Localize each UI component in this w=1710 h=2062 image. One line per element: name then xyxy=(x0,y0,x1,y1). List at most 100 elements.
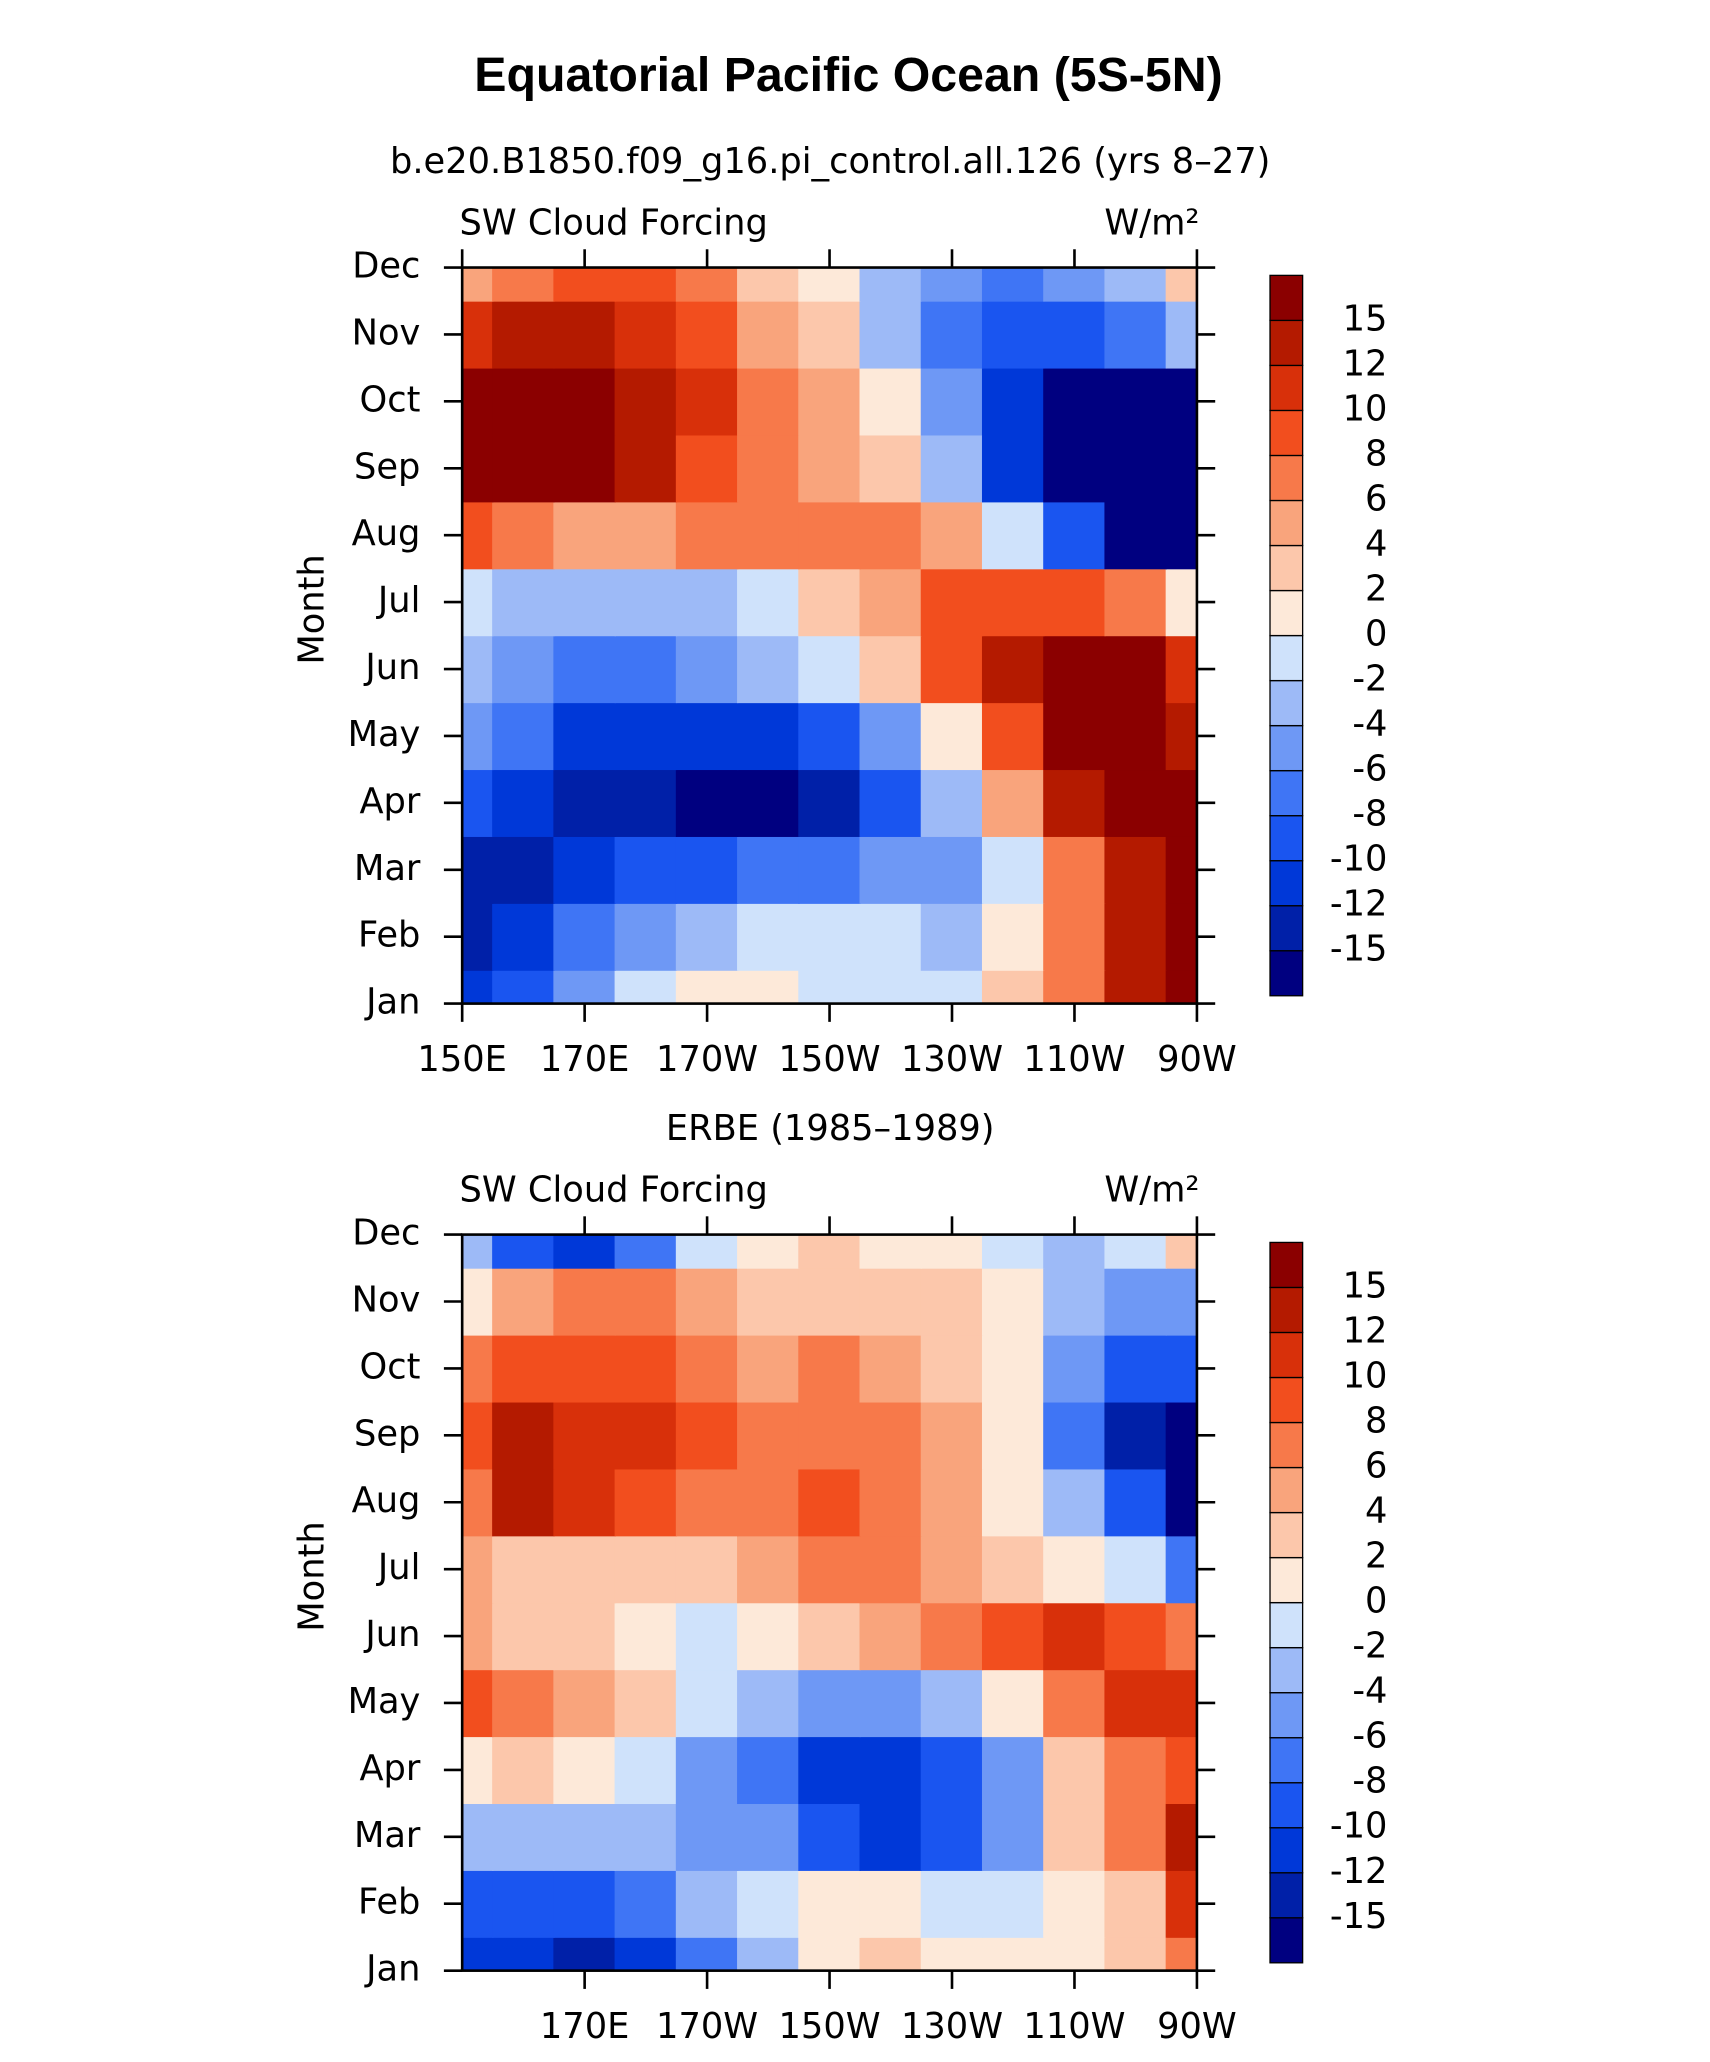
cell xyxy=(737,434,800,503)
cell xyxy=(675,434,739,503)
cell xyxy=(798,902,861,971)
y-tick-label: May xyxy=(348,714,421,755)
cell xyxy=(859,835,923,904)
colorbar-label: -12 xyxy=(1330,1851,1388,1892)
cell xyxy=(1104,1535,1167,1604)
cell xyxy=(614,1668,678,1738)
cell xyxy=(553,1869,616,1938)
cell xyxy=(492,969,555,1004)
cell xyxy=(1165,1401,1197,1470)
cell xyxy=(1043,902,1106,971)
cell xyxy=(553,1601,616,1671)
cell xyxy=(492,1535,555,1604)
cell xyxy=(1165,501,1197,570)
cell xyxy=(1043,267,1106,302)
cell xyxy=(462,701,494,771)
cell xyxy=(675,1869,739,1938)
cell xyxy=(737,1735,800,1805)
cell xyxy=(462,434,494,503)
colorbar-label: -10 xyxy=(1330,1806,1388,1847)
x-tick-label: 150W xyxy=(779,2006,881,2047)
cell xyxy=(798,1535,861,1604)
cell xyxy=(1043,835,1106,904)
cell xyxy=(462,1802,494,1871)
figure-title: Equatorial Pacific Ocean (5S-5N) xyxy=(474,48,1222,102)
cell xyxy=(798,300,861,369)
cell xyxy=(981,1267,1045,1336)
cell xyxy=(981,434,1045,503)
cell xyxy=(981,501,1045,570)
cell xyxy=(1043,1401,1106,1470)
cell xyxy=(1043,367,1106,436)
panel-subtitle: ERBE (1985–1989) xyxy=(666,1108,995,1149)
y-tick-label: Dec xyxy=(352,246,420,287)
cell xyxy=(920,367,984,436)
cell xyxy=(920,1535,984,1604)
cell xyxy=(1043,1735,1106,1805)
colorbar-box xyxy=(1269,1917,1304,1964)
cell xyxy=(614,1535,678,1604)
cell xyxy=(981,768,1045,837)
cell xyxy=(1104,367,1167,436)
cell xyxy=(1104,1869,1167,1938)
cell xyxy=(553,1802,616,1871)
colorbar-box xyxy=(1269,1872,1304,1919)
cell xyxy=(981,1735,1045,1805)
cell xyxy=(920,501,984,570)
cell xyxy=(859,267,923,302)
cell xyxy=(798,1468,861,1537)
colorbar-label: -6 xyxy=(1352,1716,1387,1757)
cell xyxy=(1104,267,1167,302)
cell xyxy=(614,1334,678,1403)
colorbar-box xyxy=(1269,364,1304,412)
y-tick-label: Oct xyxy=(360,379,421,420)
colorbar-box xyxy=(1269,1466,1304,1514)
cell xyxy=(737,367,800,436)
cell xyxy=(492,1735,555,1805)
cell xyxy=(1104,1802,1167,1871)
y-tick-label: Jan xyxy=(364,1949,420,1990)
cell xyxy=(1104,902,1167,971)
cell xyxy=(675,1468,739,1537)
colorbar-label: 15 xyxy=(1343,298,1388,339)
cell xyxy=(859,300,923,369)
cell xyxy=(553,768,616,837)
colorbar-label: 6 xyxy=(1365,478,1387,519)
cell xyxy=(920,1936,984,1971)
y-tick-label: Jun xyxy=(363,647,420,688)
colorbar-box xyxy=(1269,634,1304,682)
cell xyxy=(1104,1735,1167,1805)
cell xyxy=(1104,1668,1167,1738)
cell xyxy=(981,634,1045,704)
cell xyxy=(553,835,616,904)
cell xyxy=(492,701,555,771)
cell xyxy=(675,902,739,971)
colorbar-box xyxy=(1269,589,1304,637)
cell xyxy=(981,300,1045,369)
cell xyxy=(737,1267,800,1336)
cell xyxy=(859,1401,923,1470)
cell xyxy=(1165,835,1197,904)
colorbar-label: 0 xyxy=(1365,614,1387,655)
colorbar-box xyxy=(1269,1286,1304,1334)
cell xyxy=(675,1535,739,1604)
left-label: SW Cloud Forcing xyxy=(460,202,768,243)
colorbar-label: 4 xyxy=(1365,524,1387,565)
cell xyxy=(981,1936,1045,1971)
cell xyxy=(981,969,1045,1004)
cell xyxy=(737,969,800,1004)
cell xyxy=(675,1267,739,1336)
colorbar-label: 12 xyxy=(1343,343,1388,384)
cell xyxy=(1165,434,1197,503)
cell xyxy=(1043,1802,1106,1871)
cell xyxy=(1104,1267,1167,1336)
y-tick-label: Aug xyxy=(352,1480,421,1521)
colorbar-box xyxy=(1269,860,1304,907)
cell xyxy=(859,1468,923,1537)
cell xyxy=(492,1601,555,1671)
cell xyxy=(553,1668,616,1738)
cell xyxy=(492,501,555,570)
cell xyxy=(859,501,923,570)
cell xyxy=(1165,768,1197,837)
colorbar-label: 0 xyxy=(1365,1581,1387,1622)
